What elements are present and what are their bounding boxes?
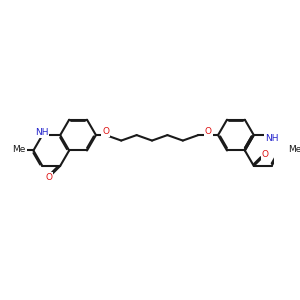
Text: O: O	[205, 127, 212, 136]
Text: Me: Me	[288, 145, 300, 154]
Text: NH: NH	[266, 134, 279, 142]
Text: O: O	[262, 150, 269, 159]
Text: O: O	[45, 173, 52, 182]
Text: Me: Me	[12, 145, 26, 154]
Text: O: O	[102, 127, 110, 136]
Text: NH: NH	[35, 128, 49, 136]
